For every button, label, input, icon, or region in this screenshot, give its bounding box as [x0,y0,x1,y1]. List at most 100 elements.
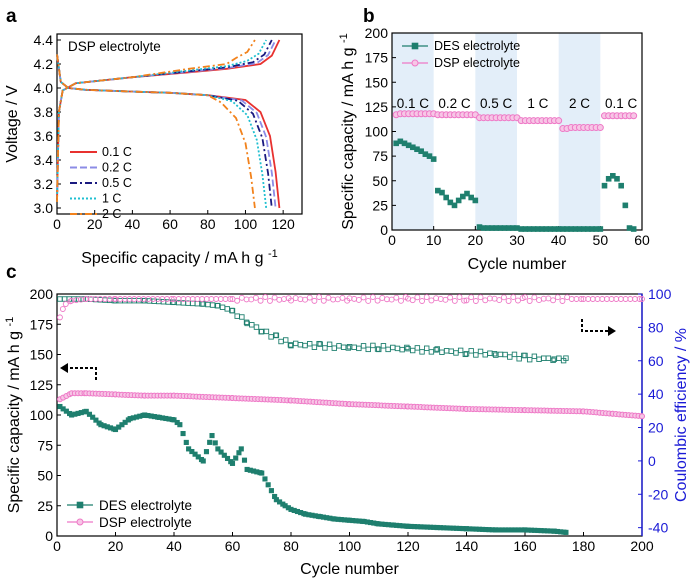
c-y-tick-label: 150 [30,347,54,363]
data-point [418,148,424,154]
data-point [292,340,299,347]
data-point [414,345,421,351]
data-point [472,197,479,204]
panel-label-c: c [6,262,17,283]
data-point [234,313,240,319]
data-point [209,433,215,439]
data-point [461,297,468,304]
b-y-tick-label: 0 [380,222,388,238]
c-y2-tick-label: 60 [648,353,664,369]
c-x-tick-label: 200 [630,538,654,554]
data-point [511,351,518,358]
data-point [630,112,638,120]
charge-curve [56,39,273,203]
data-point [276,296,283,303]
legend-label: 1 C [102,192,121,206]
c-y-tick-label: 75 [37,437,53,453]
panel-c-y-title: Specific capacity / mA h g -1 [4,317,23,514]
data-point [596,124,604,132]
data-point [399,346,405,353]
data-point [404,344,410,351]
data-point [311,297,318,304]
data-point [263,328,270,335]
data-point [207,439,213,445]
data-point [597,226,604,232]
a-y-tick-label: 3.6 [34,128,54,144]
data-point [219,304,226,310]
data-point [283,337,289,343]
data-point [306,294,313,301]
data-point [351,344,357,350]
c-y-tick-label: 175 [30,316,54,332]
data-point [234,297,241,304]
a-y-tick-label: 4.2 [34,56,54,72]
data-point [423,294,430,301]
data-point [468,294,475,301]
b-x-tick-label: 20 [468,232,484,248]
data-point [200,458,206,464]
charge-curve [56,39,256,203]
data-point [252,294,259,301]
a-y-tick-label: 4.0 [34,80,54,96]
data-point [345,345,352,351]
c-y2-tick-label: 40 [648,386,664,402]
c-x-tick-label: 20 [108,538,124,554]
legend-label: DSP electrolyte [99,515,192,530]
panel-c-x-title: Cycle number [300,561,399,578]
discharge-curve [56,54,281,209]
data-point [424,345,430,351]
data-point [221,452,227,458]
data-point [455,197,462,204]
b-x-tick-label: 60 [634,232,650,248]
data-point [610,173,616,179]
data-point [265,482,271,488]
data-point [307,341,313,347]
data-point [521,352,527,359]
data-point [468,348,474,354]
data-point [614,175,620,182]
c-y2-tick-label: 20 [648,420,664,436]
b-x-tick-label: 10 [426,232,442,248]
data-point [241,457,248,463]
legend-label: 0.1 C [102,145,132,159]
data-point [302,342,308,349]
data-point [434,346,440,352]
data-point [249,322,255,328]
data-point [409,297,416,304]
data-point [317,341,323,347]
data-point [215,446,221,452]
c-y-tick-label: 125 [30,377,54,393]
discharge-curve [56,54,268,209]
data-point [460,193,466,200]
discharge-curve [56,54,277,209]
panel-a-annotation: DSP electrolyte [68,39,161,54]
c-x-tick-label: 100 [338,538,362,554]
a-plot-frame [56,33,303,215]
data-point [259,470,265,476]
data-point [351,295,358,302]
data-point [271,294,278,301]
rate-label: 0.1 C [605,96,638,111]
c-y2-tick-label: -20 [648,486,668,502]
data-point [556,355,562,361]
data-point [578,296,585,302]
data-point [405,345,411,352]
data-point [550,297,557,304]
data-point [451,202,458,209]
data-point [414,294,421,301]
data-point [428,349,435,355]
data-point [370,342,376,349]
data-point [297,296,304,303]
data-point [86,411,93,417]
left-axis-arrow [66,367,97,380]
data-point [369,294,376,300]
data-point [168,296,175,302]
data-point [487,350,493,356]
data-point [57,296,63,302]
data-point [426,153,433,159]
data-point [229,307,236,314]
legend-marker [411,59,419,67]
data-point [472,298,479,304]
data-point [447,294,454,301]
data-point [209,302,216,308]
